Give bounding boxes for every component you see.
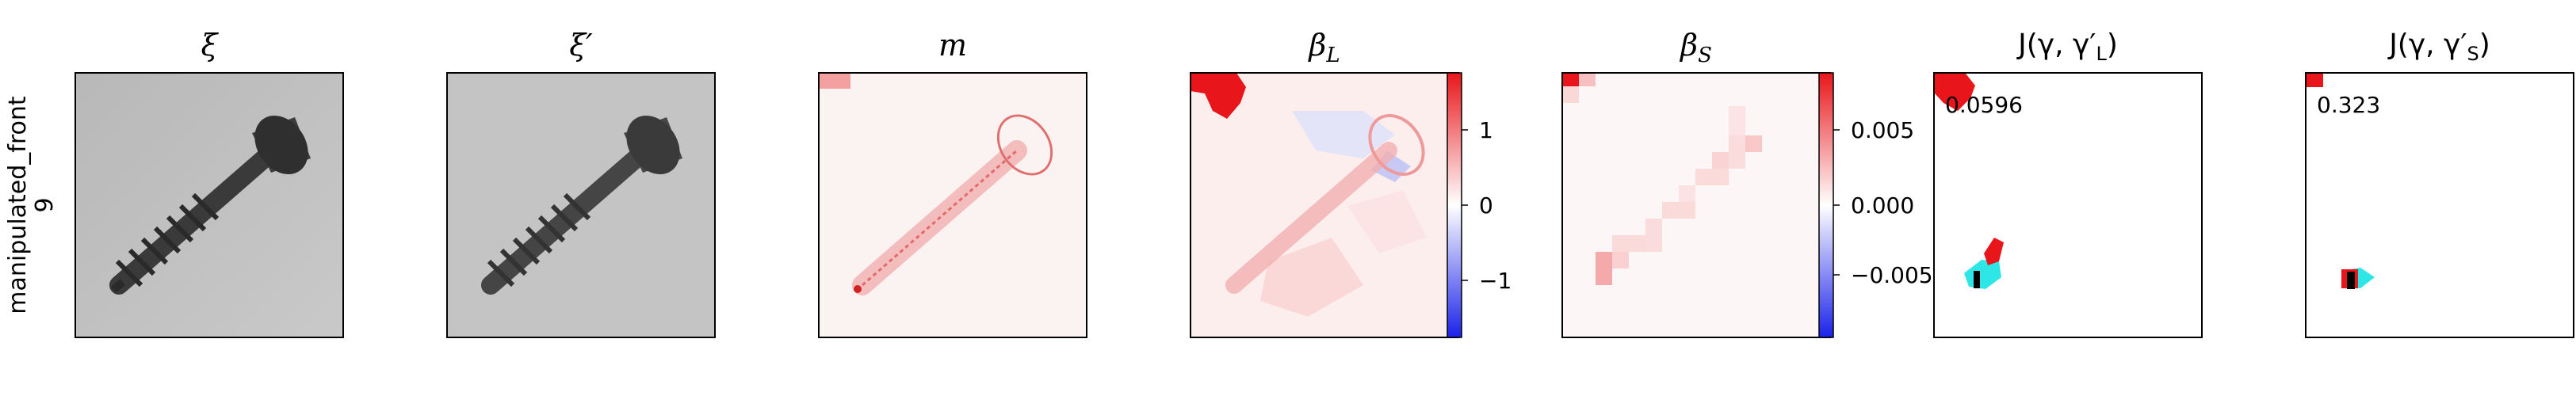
panel-frame (818, 72, 1087, 338)
panel-title-xi-prime: ξ′ (569, 28, 593, 63)
colorbar-tick-label: 0.005 (1851, 117, 1914, 143)
j-s-overlap-black (2347, 272, 2355, 289)
j-l-overlap-black (1974, 271, 1980, 288)
j-s-background (2306, 73, 2574, 337)
panel-title-xi: ξ (201, 28, 220, 63)
colorbar-beta-l: 1 0 −1 (1447, 72, 1512, 338)
panel-frame (1933, 72, 2203, 338)
screw-image-original (75, 73, 343, 337)
j-l-value: 0.0596 (1945, 92, 2023, 118)
colorbar-tick-label: 0 (1479, 192, 1493, 219)
panel-beta-s: βS 0.005 0.000 −0.005 (1561, 28, 1933, 338)
j-s-region-block (2307, 74, 2323, 87)
colorbar-tick-label: −1 (1479, 268, 1512, 294)
j-s-value: 0.323 (2317, 92, 2380, 118)
panel-title-j-s: J(γ, γ′S) (2387, 29, 2490, 65)
panel-j-l: J(γ, γ′L) 0.0596 (1933, 29, 2203, 338)
panel-m: m (818, 28, 1087, 338)
colorbar-tick-label: −0.005 (1851, 262, 1933, 288)
mask-heatmap (819, 73, 1087, 337)
row-label-line2: 9 (31, 197, 59, 212)
row-label: manipulated_front 9 (4, 96, 59, 314)
j-l-region-blob (1935, 74, 1975, 111)
colorbar-gradient (1447, 72, 1462, 338)
j-l-background (1934, 73, 2202, 337)
j-l-overlap-red (1984, 238, 2004, 265)
panel-frame (2305, 72, 2574, 338)
panel-beta-l: βL 1 0 −1 (1190, 28, 1512, 338)
beta-l-heatmap (1191, 73, 1458, 337)
row-label-line1: manipulated_front (4, 96, 32, 314)
panel-frame (75, 72, 344, 338)
colorbar-beta-s: 0.005 0.000 −0.005 (1818, 72, 1933, 338)
panel-j-s: J(γ, γ′S) 0.323 (2305, 29, 2574, 338)
panel-xi: ξ (75, 28, 344, 338)
j-l-overlap-cyan (1964, 260, 2001, 289)
panel-xi-prime: ξ′ (446, 28, 716, 338)
colorbar-tick-label: 1 (1479, 117, 1493, 143)
panel-title-j-l: J(γ, γ′L) (2016, 29, 2118, 65)
colorbar-tick-label: 0.000 (1851, 192, 1914, 219)
beta-s-heatmap (1562, 73, 1830, 337)
colorbar-gradient (1818, 72, 1834, 338)
panel-frame (446, 72, 716, 338)
screw-image-manipulated (447, 73, 715, 337)
panel-title-m: m (938, 28, 967, 63)
panel-title-beta-l: βL (1307, 28, 1340, 67)
panel-title-beta-s: βS (1679, 28, 1712, 67)
